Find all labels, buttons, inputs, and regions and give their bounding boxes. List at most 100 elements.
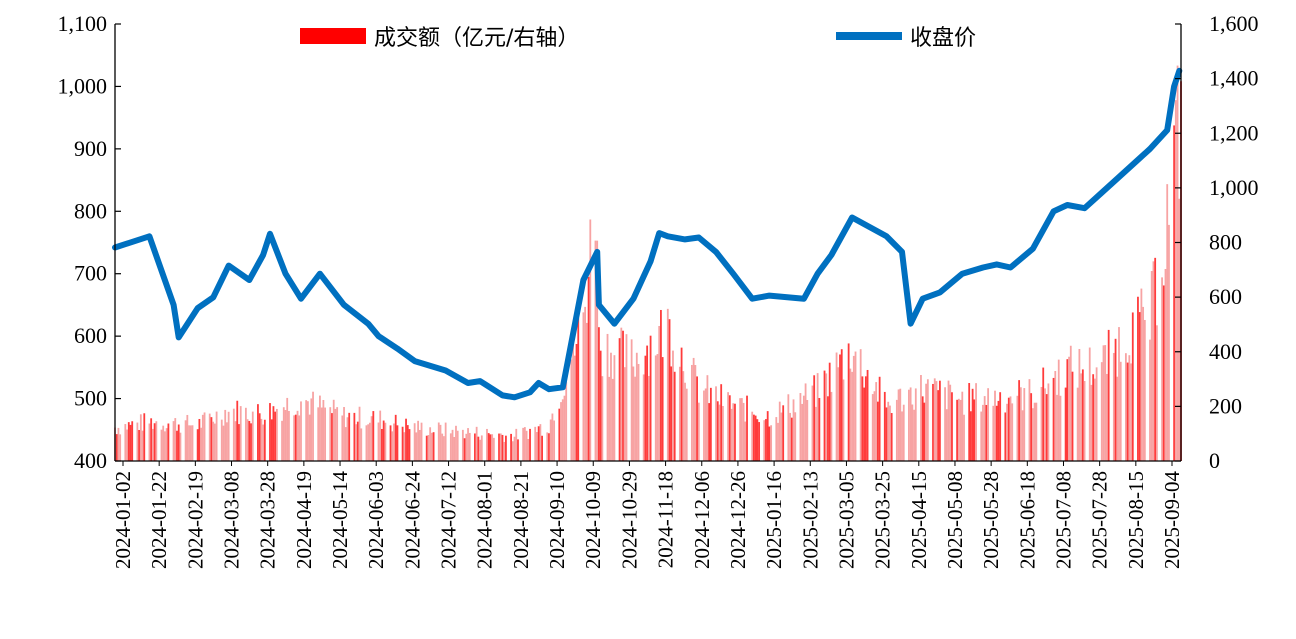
turnover-bar bbox=[599, 350, 602, 461]
turnover-bar bbox=[956, 399, 959, 461]
turnover-bar bbox=[336, 407, 339, 461]
turnover-bar bbox=[489, 434, 492, 461]
turnover-bar bbox=[949, 384, 952, 461]
turnover-bar bbox=[553, 420, 556, 461]
y-right-tick-label: 0 bbox=[1209, 448, 1220, 473]
turnover-bar bbox=[499, 433, 502, 461]
turnover-bar bbox=[660, 309, 662, 461]
turnover-bar bbox=[403, 432, 406, 461]
y-right-tick-label: 1,000 bbox=[1209, 175, 1259, 200]
turnover-bar bbox=[720, 384, 723, 461]
turnover-bar bbox=[908, 389, 910, 461]
turnover-bar bbox=[618, 338, 621, 461]
turnover-bar bbox=[529, 428, 531, 461]
turnover-bar bbox=[486, 428, 488, 461]
turnover-bar bbox=[320, 407, 323, 461]
x-tick-label: 2024-01-02 bbox=[111, 471, 135, 569]
turnover-bar bbox=[117, 427, 120, 461]
turnover-bar bbox=[570, 359, 573, 461]
turnover-bar bbox=[980, 411, 983, 461]
turnover-bar bbox=[1164, 268, 1167, 461]
x-tick-label: 2024-04-19 bbox=[292, 471, 316, 569]
turnover-bar bbox=[461, 429, 464, 461]
turnover-bar bbox=[1021, 410, 1024, 461]
turnover-bar bbox=[164, 431, 166, 461]
turnover-bar bbox=[768, 426, 771, 461]
turnover-bar bbox=[644, 355, 647, 461]
turnover-bar bbox=[877, 401, 879, 461]
turnover-bar bbox=[718, 404, 721, 461]
turnover-bar bbox=[1004, 412, 1007, 461]
turnover-bar bbox=[155, 421, 158, 461]
turnover-bar bbox=[1066, 359, 1069, 461]
turnover-bar bbox=[322, 400, 325, 461]
turnover-bar bbox=[823, 370, 826, 461]
turnover-bar bbox=[1116, 376, 1119, 461]
turnover-bar bbox=[275, 408, 278, 461]
turnover-bar bbox=[682, 371, 685, 461]
turnover-bar bbox=[673, 371, 676, 461]
y-left-tick-label: 900 bbox=[74, 136, 107, 161]
turnover-bar bbox=[480, 435, 483, 461]
turnover-bar bbox=[818, 398, 821, 461]
turnover-bar bbox=[706, 375, 709, 461]
turnover-bar bbox=[319, 395, 321, 461]
turnover-bar bbox=[201, 414, 204, 461]
turnover-bar bbox=[804, 383, 807, 461]
turnover-bar bbox=[343, 407, 345, 461]
turnover-bar bbox=[1095, 367, 1098, 461]
turnover-bar bbox=[443, 436, 445, 461]
turnover-bar bbox=[647, 375, 650, 461]
turnover-bar bbox=[198, 418, 201, 461]
turnover-bar bbox=[257, 404, 259, 461]
turnover-bar bbox=[753, 414, 755, 461]
turnover-bar bbox=[224, 409, 227, 461]
turnover-bar bbox=[632, 366, 635, 461]
turnover-bar bbox=[775, 417, 778, 461]
x-tick-label: 2025-07-28 bbox=[1088, 471, 1112, 569]
turnover-bar bbox=[765, 419, 767, 461]
x-tick-label: 2025-04-15 bbox=[907, 471, 931, 569]
turnover-bar bbox=[849, 368, 852, 461]
turnover-bar bbox=[1076, 387, 1079, 461]
turnover-bar bbox=[770, 425, 773, 461]
turnover-bar bbox=[777, 422, 779, 461]
turnover-bar bbox=[932, 383, 934, 461]
x-tick-label: 2024-11-18 bbox=[654, 471, 678, 568]
turnover-bar bbox=[610, 352, 612, 461]
axes: 400 500 600 700 800 900 1,000 1,100 0 200 400 600 80… bbox=[58, 11, 1259, 569]
turnover-bar bbox=[925, 383, 928, 461]
turnover-bar bbox=[503, 441, 506, 461]
turnover-bar bbox=[715, 386, 717, 461]
turnover-bar bbox=[356, 421, 359, 461]
y-right-tick-label: 200 bbox=[1209, 393, 1242, 418]
turnover-bar bbox=[692, 357, 695, 461]
turnover-bar bbox=[200, 427, 203, 461]
turnover-bar bbox=[1162, 285, 1165, 461]
turnover-bar bbox=[430, 432, 433, 461]
turnover-bar bbox=[213, 423, 216, 461]
turnover-bar bbox=[742, 402, 745, 461]
x-tick-label: 2024-12-06 bbox=[690, 471, 714, 569]
turnover-bar bbox=[987, 388, 990, 461]
turnover-bar bbox=[282, 407, 285, 461]
x-tick-label: 2024-06-24 bbox=[400, 471, 424, 569]
turnover-bar bbox=[298, 415, 301, 461]
turnover-bar bbox=[572, 329, 574, 461]
turnover-bar bbox=[875, 382, 878, 461]
y-left-tick-label: 800 bbox=[74, 198, 107, 223]
turnover-bar bbox=[961, 391, 964, 461]
turnover-bar bbox=[630, 339, 633, 461]
turnover-bar bbox=[317, 407, 320, 461]
turnover-bar bbox=[709, 387, 712, 461]
turnover-bar bbox=[1128, 355, 1131, 461]
turnover-bar bbox=[997, 400, 1000, 461]
turnover-bar bbox=[1032, 408, 1034, 461]
turnover-bar bbox=[417, 420, 419, 461]
turnover-bar bbox=[513, 436, 516, 461]
turnover-bar bbox=[549, 419, 552, 461]
x-tick-label: 2024-08-01 bbox=[473, 471, 497, 569]
turnover-bar bbox=[582, 312, 585, 461]
turnover-bar bbox=[634, 376, 636, 461]
turnover-bar bbox=[186, 414, 189, 461]
